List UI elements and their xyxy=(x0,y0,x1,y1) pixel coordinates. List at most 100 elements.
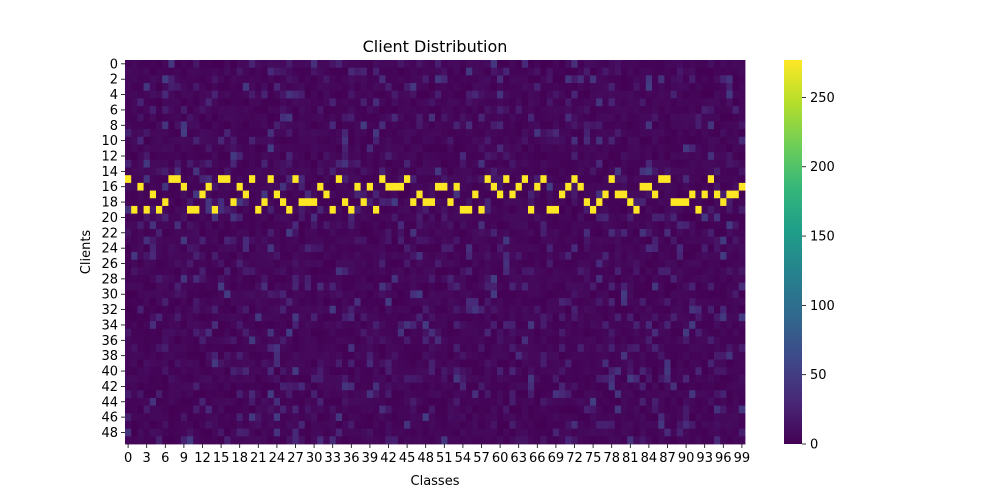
heatmap-cell xyxy=(242,144,250,153)
heatmap-cell xyxy=(255,228,262,238)
heatmap-cell xyxy=(230,136,237,145)
heatmap-cell xyxy=(738,121,746,130)
heatmap-cell xyxy=(621,136,628,145)
heatmap-cell xyxy=(162,328,169,337)
heatmap-cell xyxy=(466,374,473,383)
heatmap-cell xyxy=(608,259,616,268)
heatmap-cell xyxy=(242,98,250,107)
heatmap-cell xyxy=(298,321,306,330)
heatmap-cell xyxy=(453,390,461,399)
heatmap-cell xyxy=(385,144,392,153)
heatmap-cell xyxy=(236,436,244,445)
heatmap-cell xyxy=(503,413,510,422)
heatmap-cell xyxy=(602,129,609,138)
heatmap-cell xyxy=(577,60,585,69)
heatmap-cell xyxy=(608,60,616,69)
heatmap-cell xyxy=(571,144,578,153)
heatmap-cell xyxy=(497,136,504,145)
heatmap-cell xyxy=(143,336,151,345)
heatmap-cell xyxy=(317,359,324,368)
heatmap-cell xyxy=(298,275,306,284)
heatmap-cell xyxy=(230,152,237,161)
heatmap-cell xyxy=(534,221,541,230)
heatmap-cell xyxy=(267,420,275,430)
heatmap-cell xyxy=(608,328,616,337)
heatmap-cell xyxy=(546,244,554,253)
heatmap-cell xyxy=(261,60,268,69)
heatmap-cell xyxy=(726,290,733,299)
heatmap-cell xyxy=(670,298,678,307)
heatmap-cell xyxy=(627,420,634,430)
heatmap-cell xyxy=(211,159,219,168)
heatmap-cell xyxy=(521,351,529,360)
heatmap-cell xyxy=(565,75,572,84)
heatmap-cell xyxy=(410,313,417,322)
heatmap-cell xyxy=(441,267,448,276)
heatmap-cell xyxy=(577,75,585,84)
heatmap-cell xyxy=(193,144,200,153)
heatmap-cell xyxy=(441,252,448,261)
heatmap-cell xyxy=(354,290,361,299)
heatmap-cell xyxy=(416,198,423,207)
heatmap-cell xyxy=(218,67,225,76)
heatmap-cell xyxy=(125,228,132,238)
heatmap-cell xyxy=(335,313,343,322)
heatmap-cell xyxy=(422,144,430,153)
heatmap-cell xyxy=(596,290,603,299)
heatmap-cell xyxy=(435,190,442,199)
heatmap-cell xyxy=(354,321,361,330)
heatmap-cell xyxy=(292,190,299,199)
heatmap-cell xyxy=(410,144,417,153)
heatmap-cell xyxy=(652,351,659,360)
heatmap-cell xyxy=(156,436,163,445)
heatmap-cell xyxy=(503,305,510,314)
heatmap-cell xyxy=(664,113,671,122)
heatmap-cell xyxy=(360,405,368,414)
heatmap-cell xyxy=(590,98,597,107)
heatmap-cell xyxy=(521,236,529,245)
heatmap-cell xyxy=(267,75,275,84)
heatmap-cell xyxy=(459,144,467,153)
heatmap-cell xyxy=(335,428,343,437)
heatmap-cell xyxy=(676,359,684,368)
heatmap-cell xyxy=(732,374,740,383)
heatmap-cell xyxy=(422,305,430,314)
heatmap-cell xyxy=(689,113,696,122)
heatmap-cell xyxy=(658,244,665,253)
heatmap-cell xyxy=(230,282,237,291)
heatmap-cell xyxy=(304,374,312,383)
heatmap-cell xyxy=(453,397,461,406)
heatmap-cell xyxy=(670,397,678,406)
heatmap-cell xyxy=(397,90,405,99)
heatmap-cell xyxy=(205,67,213,76)
heatmap-cell xyxy=(292,405,299,414)
heatmap-cell xyxy=(478,152,485,161)
heatmap-cell xyxy=(218,113,225,122)
heatmap-cell xyxy=(509,60,516,69)
heatmap-cell xyxy=(298,244,306,253)
heatmap-cell xyxy=(348,428,355,437)
heatmap-cell xyxy=(168,259,175,268)
heatmap-cell xyxy=(559,221,566,230)
heatmap-cell xyxy=(261,328,268,337)
heatmap-cell xyxy=(286,328,293,337)
heatmap-cell xyxy=(304,420,312,430)
heatmap-cell xyxy=(385,267,392,276)
heatmap-cell xyxy=(199,390,206,399)
heatmap-cell xyxy=(366,267,374,276)
heatmap-cell xyxy=(614,113,622,122)
heatmap-cell xyxy=(218,159,225,168)
heatmap-cell xyxy=(621,405,628,414)
heatmap-cell xyxy=(404,167,411,176)
heatmap-cell xyxy=(466,420,473,430)
heatmap-cell xyxy=(143,413,151,422)
heatmap-cell xyxy=(236,244,244,253)
heatmap-cell xyxy=(652,328,659,337)
heatmap-cell xyxy=(311,420,318,430)
heatmap-cell xyxy=(168,221,175,230)
heatmap-cell xyxy=(323,144,330,153)
heatmap-cell xyxy=(168,60,175,69)
heatmap-cell xyxy=(304,259,312,268)
heatmap-cell xyxy=(373,382,380,391)
heatmap-cell xyxy=(683,390,690,399)
